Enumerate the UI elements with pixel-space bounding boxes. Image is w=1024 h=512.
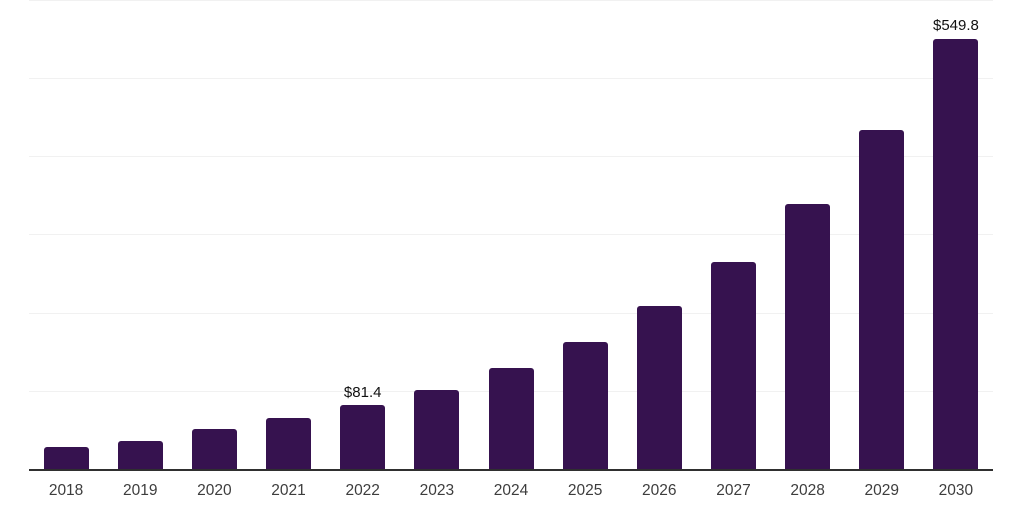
x-tick-2018: 2018 xyxy=(48,482,84,499)
bar-2029 xyxy=(859,130,905,469)
bar-2024 xyxy=(488,368,534,469)
x-tick-2030: 2030 xyxy=(938,482,974,499)
x-axis-labels: 2018 2019 2020 2021 2022 2023 2024 2025 2026 2027… xyxy=(29,482,993,504)
x-tick-2024: 2024 xyxy=(493,482,529,499)
bar-2020 xyxy=(191,428,237,469)
bar-2030 xyxy=(933,38,979,469)
x-tick-2025: 2025 xyxy=(567,482,603,499)
x-tick-2020: 2020 xyxy=(197,482,232,499)
bar-2023 xyxy=(414,389,460,469)
bar-2019 xyxy=(117,441,163,469)
value-label-2030: $549.8 xyxy=(932,17,979,35)
x-tick-2022: 2022 xyxy=(345,482,380,499)
gridline-300 xyxy=(29,234,993,236)
plot-area: $81.4 $549.8 xyxy=(29,0,993,471)
x-tick-2021: 2021 xyxy=(271,482,306,499)
bar-2026 xyxy=(636,306,682,469)
x-tick-2029: 2029 xyxy=(864,482,900,499)
gridline-200 xyxy=(29,312,993,314)
bar-2022 xyxy=(340,405,386,469)
bar-2028 xyxy=(785,203,831,469)
gridline-400 xyxy=(29,156,993,157)
bar-2021 xyxy=(266,418,312,469)
bar-2018 xyxy=(43,446,89,469)
x-tick-2019: 2019 xyxy=(122,482,158,499)
x-tick-2023: 2023 xyxy=(419,482,455,499)
value-label-2022: $81.4 xyxy=(343,383,382,401)
gridline-500 xyxy=(29,77,993,79)
x-tick-2028: 2028 xyxy=(790,482,825,499)
x-tick-2027: 2027 xyxy=(716,482,751,499)
bar-2025 xyxy=(562,341,608,469)
gridline-600 xyxy=(29,0,993,1)
bar-2027 xyxy=(710,262,756,469)
x-tick-2026: 2026 xyxy=(642,482,677,499)
x-axis-line xyxy=(29,469,993,471)
